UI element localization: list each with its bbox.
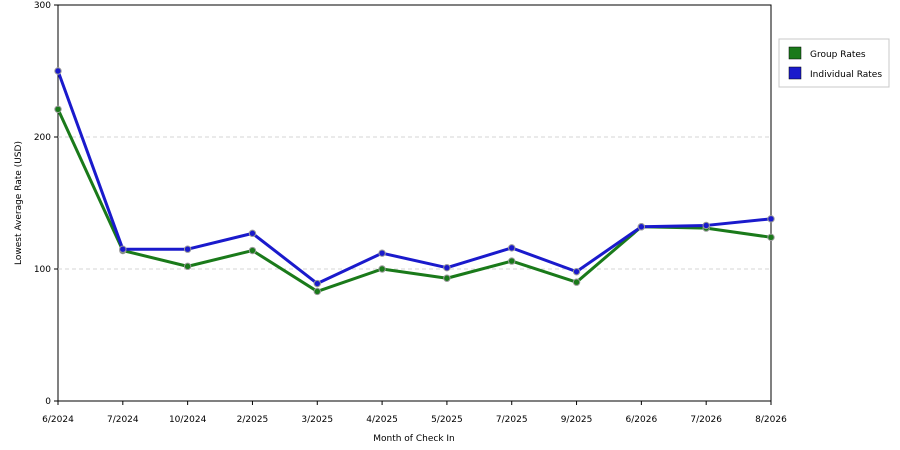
x-tick-label-2: 10/2024 [169,415,207,425]
x-tick-label-1: 7/2024 [107,415,139,425]
point-individual-rates-5 [378,249,386,257]
point-individual-rates-8 [572,267,581,276]
point-group-rates-2 [183,262,192,271]
point-individual-rates-0 [54,67,62,75]
series-line-individual-rates [56,69,773,286]
point-group-rates-7 [508,257,516,265]
y-tick-label-200: 200 [34,133,51,143]
legend-swatch-individual-rates [788,66,802,80]
point-group-rates-5 [378,265,386,273]
x-tick-label-6: 5/2025 [431,415,463,425]
point-group-rates-4 [313,287,321,296]
point-group-rates-3 [248,246,257,255]
x-axis-title: Month of Check In [373,434,455,444]
x-tick-label-8: 9/2025 [561,415,593,425]
series-lines [54,67,775,296]
point-individual-rates-6 [443,263,451,272]
x-tick-label-10: 7/2026 [690,415,722,425]
point-group-rates-6 [443,274,451,282]
x-tick-label-5: 4/2025 [366,415,398,425]
x-tick-label-11: 8/2026 [755,415,787,425]
point-individual-rates-1 [119,245,127,253]
legend: Group Rates Individual Rates [778,38,890,88]
legend-swatch-group-rates [788,46,802,60]
point-individual-rates-3 [248,229,257,238]
point-group-rates-0 [54,105,62,113]
x-tick-label-0: 6/2024 [42,415,74,425]
y-tick-label-0: 0 [45,397,51,407]
x-axis: 6/2024 7/2024 10/2024 2/2025 3/2025 4/2025 5/2… [42,401,787,425]
point-individual-rates-7 [508,244,516,252]
legend-label-group-rates: Group Rates [810,50,866,60]
point-group-rates-11 [767,233,775,242]
x-tick-label-3: 2/2025 [237,415,269,425]
point-individual-rates-9 [637,223,646,231]
legend-label-individual-rates: Individual Rates [810,70,882,80]
point-group-rates-8 [572,278,581,286]
point-individual-rates-10 [702,221,710,230]
point-individual-rates-2 [183,245,192,253]
y-tick-label-300: 300 [34,1,51,11]
plot-area [57,4,772,402]
y-axis-title: Lowest Average Rate (USD) [14,141,24,265]
y-axis: 0 100 200 300 [34,1,58,407]
y-tick-label-100: 100 [34,265,51,275]
x-tick-label-4: 3/2025 [301,415,333,425]
point-individual-rates-4 [313,279,321,288]
x-tick-label-9: 6/2026 [626,415,658,425]
point-individual-rates-11 [767,215,775,223]
x-tick-label-7: 7/2025 [496,415,528,425]
